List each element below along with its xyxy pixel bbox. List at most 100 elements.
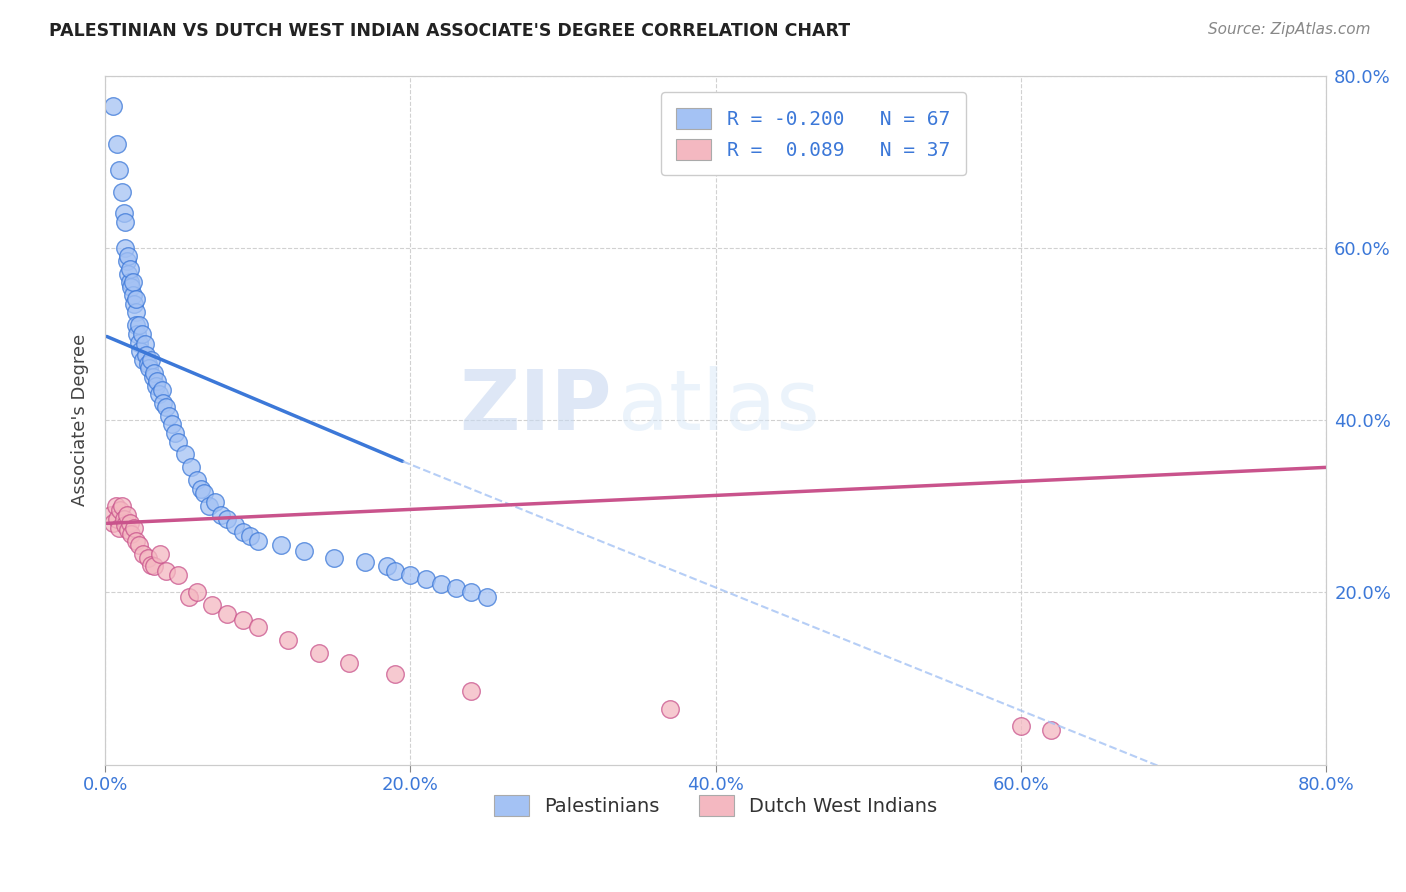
Point <box>239 529 262 543</box>
Point <box>117 267 139 281</box>
Point <box>217 512 239 526</box>
Point <box>149 547 172 561</box>
Point <box>101 98 124 112</box>
Point <box>231 524 253 539</box>
Point <box>125 318 148 333</box>
Point <box>138 361 160 376</box>
Point <box>179 590 201 604</box>
Point <box>101 516 124 531</box>
Legend: Palestinians, Dutch West Indians: Palestinians, Dutch West Indians <box>486 787 945 823</box>
Point <box>186 473 208 487</box>
Point <box>150 383 173 397</box>
Point <box>430 576 453 591</box>
Point <box>201 598 224 612</box>
Point <box>415 572 437 586</box>
Point <box>115 253 138 268</box>
Text: atlas: atlas <box>617 366 820 447</box>
Point <box>100 508 122 522</box>
Point <box>186 585 208 599</box>
Point <box>180 460 202 475</box>
Point <box>104 499 127 513</box>
Point <box>117 249 139 263</box>
Point <box>139 558 162 572</box>
Point <box>121 288 143 302</box>
Point <box>204 495 226 509</box>
Point <box>128 335 150 350</box>
Point <box>125 305 148 319</box>
Point <box>292 544 315 558</box>
Point <box>132 547 155 561</box>
Point <box>114 518 136 533</box>
Point <box>143 366 166 380</box>
Point <box>198 499 221 513</box>
Point <box>128 538 150 552</box>
Point <box>107 512 129 526</box>
Point <box>125 293 148 307</box>
Point <box>128 318 150 333</box>
Point <box>246 620 269 634</box>
Text: PALESTINIAN VS DUTCH WEST INDIAN ASSOCIATE'S DEGREE CORRELATION CHART: PALESTINIAN VS DUTCH WEST INDIAN ASSOCIA… <box>49 22 851 40</box>
Point <box>209 508 232 522</box>
Point <box>120 279 142 293</box>
Point <box>114 215 136 229</box>
Point <box>308 646 330 660</box>
Point <box>118 262 141 277</box>
Point <box>143 559 166 574</box>
Point <box>190 482 212 496</box>
Point <box>135 348 157 362</box>
Point <box>384 564 406 578</box>
Point <box>107 137 129 152</box>
Point <box>146 374 169 388</box>
Point <box>231 613 253 627</box>
Point <box>112 512 135 526</box>
Point <box>444 581 467 595</box>
Point <box>155 564 177 578</box>
Point <box>148 387 170 401</box>
Point <box>167 568 190 582</box>
Point <box>155 400 177 414</box>
Point <box>141 370 163 384</box>
Point <box>217 607 239 621</box>
Point <box>115 508 138 522</box>
Point <box>152 396 174 410</box>
Point <box>108 163 131 178</box>
Point <box>167 434 190 449</box>
Point <box>277 632 299 647</box>
Point <box>110 503 132 517</box>
Point <box>132 352 155 367</box>
Point <box>129 344 152 359</box>
Point <box>120 526 142 541</box>
Point <box>193 486 215 500</box>
Point <box>118 275 141 289</box>
Point <box>658 701 681 715</box>
Point <box>122 297 145 311</box>
Point <box>112 206 135 220</box>
Point <box>125 533 148 548</box>
Text: ZIP: ZIP <box>460 366 612 447</box>
Point <box>224 518 246 533</box>
Point <box>157 409 180 423</box>
Point <box>118 516 141 531</box>
Point <box>162 417 184 432</box>
Point <box>246 533 269 548</box>
Point <box>384 667 406 681</box>
Point <box>353 555 375 569</box>
Point <box>145 378 167 392</box>
Point <box>134 337 156 351</box>
Point <box>131 326 153 341</box>
Point <box>165 425 187 440</box>
Point <box>173 447 195 461</box>
Point <box>399 568 422 582</box>
Point <box>111 499 134 513</box>
Point <box>136 357 159 371</box>
Point <box>337 656 360 670</box>
Point <box>117 523 139 537</box>
Point <box>1010 719 1032 733</box>
Point <box>121 275 143 289</box>
Text: Source: ZipAtlas.com: Source: ZipAtlas.com <box>1208 22 1371 37</box>
Point <box>1040 723 1063 737</box>
Point <box>460 585 482 599</box>
Point <box>377 559 399 574</box>
Point <box>460 684 482 698</box>
Point <box>323 550 346 565</box>
